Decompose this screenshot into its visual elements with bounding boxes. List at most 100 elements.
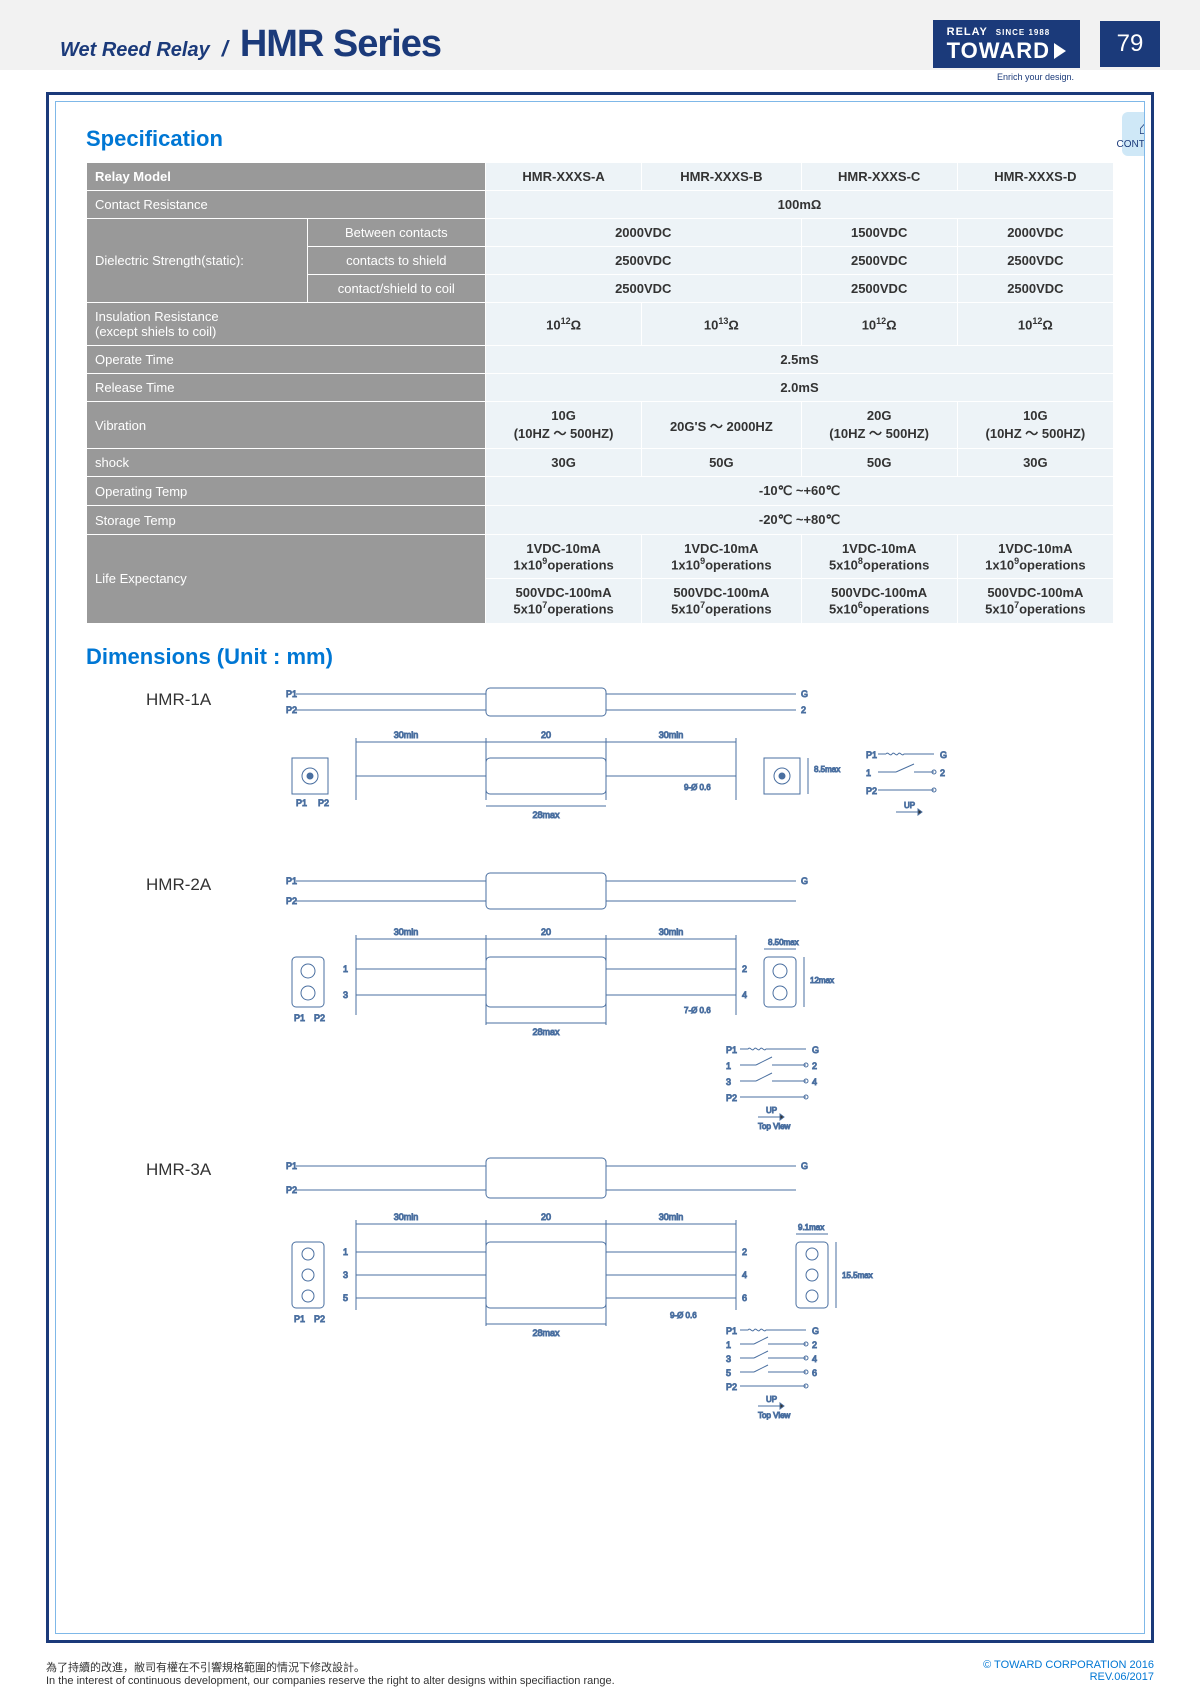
cell: -10℃ ~+60℃: [485, 477, 1113, 506]
hmr-1a-diagram-icon: P1P2 G2 30min 20 30min 28max 9-Ø 0.6 P1P…: [256, 680, 1036, 850]
svg-text:12max: 12max: [810, 976, 834, 985]
dim-figure-hmr-3a: P1P2 G 135 246 30min 20 30min 28max: [256, 1150, 1114, 1455]
svg-text:30min: 30min: [659, 927, 684, 937]
dimension-block: HMR-3A P1P2 G 135 246: [86, 1150, 1114, 1455]
footer-right: © TOWARD CORPORATION 2016 REV.06/2017: [983, 1659, 1154, 1687]
svg-text:G: G: [940, 750, 947, 760]
spec-title: Specification: [86, 126, 1114, 152]
svg-text:2: 2: [812, 1340, 817, 1350]
cell: 10G (10HZ ～ 500HZ): [957, 402, 1113, 449]
cell: 20G'S ～ 2000HZ: [642, 402, 801, 449]
col-header: HMR-XXXS-B: [642, 163, 801, 191]
svg-text:3: 3: [726, 1077, 731, 1087]
logo-arrow-icon: [1054, 43, 1066, 59]
row-sublabel: Between contacts: [307, 219, 485, 247]
svg-text:28max: 28max: [532, 1328, 560, 1338]
svg-text:Top View: Top View: [758, 1122, 791, 1131]
svg-text:9-Ø 0.6: 9-Ø 0.6: [684, 783, 711, 792]
svg-text:P1: P1: [286, 1161, 297, 1171]
svg-text:3: 3: [726, 1354, 731, 1364]
svg-text:30min: 30min: [394, 927, 419, 937]
hmr-3a-diagram-icon: P1P2 G 135 246 30min 20 30min 28max: [256, 1150, 1036, 1450]
table-row: Dielectric Strength(static): Between con…: [87, 219, 1114, 247]
svg-text:15.5max: 15.5max: [842, 1271, 873, 1280]
svg-text:G: G: [812, 1326, 819, 1336]
row-label: Operate Time: [87, 346, 486, 374]
svg-text:P1: P1: [726, 1045, 737, 1055]
table-row: Storage Temp-20℃ ~+80℃: [87, 506, 1114, 535]
table-row: Contact Resistance100mΩ: [87, 191, 1114, 219]
dimension-block: HMR-2A P1P2 G 13 24: [86, 865, 1114, 1140]
cell: 2500VDC: [485, 247, 801, 275]
cell: 2500VDC: [957, 275, 1113, 303]
cell: 500VDC-100mA5x107operations: [485, 579, 641, 623]
cell: 500VDC-100mA5x107operations: [642, 579, 801, 623]
cell: 1VDC-10mA5x108operations: [801, 535, 957, 579]
col-header: HMR-XXXS-C: [801, 163, 957, 191]
logo-top: RELAY: [947, 26, 988, 38]
svg-text:P2: P2: [726, 1093, 737, 1103]
row-label: Insulation Resistance (except shiels to …: [87, 303, 486, 346]
content-frame: CONTENTS Specification Relay Model HMR-X…: [46, 92, 1154, 1643]
content-inner: CONTENTS Specification Relay Model HMR-X…: [55, 101, 1145, 1634]
svg-text:20: 20: [541, 730, 551, 740]
logo-tagline: Enrich your design.: [997, 72, 1074, 82]
cell: 10G (10HZ ～ 500HZ): [485, 402, 641, 449]
svg-text:P1: P1: [726, 1326, 737, 1336]
page-footer: 為了持續的改進，敝司有權在不引響規格範圍的情況下修改設計。 In the int…: [46, 1659, 1154, 1687]
svg-text:Top View: Top View: [758, 1411, 791, 1420]
svg-text:1: 1: [866, 768, 871, 778]
dim-figure-hmr-1a: P1P2 G2 30min 20 30min 28max 9-Ø 0.6 P1P…: [256, 680, 1114, 855]
svg-text:20: 20: [541, 927, 551, 937]
contents-badge[interactable]: CONTENTS: [1122, 112, 1145, 156]
svg-text:P2: P2: [726, 1382, 737, 1392]
svg-text:4: 4: [742, 1270, 747, 1280]
svg-text:P1: P1: [866, 750, 877, 760]
cell: 2500VDC: [485, 275, 801, 303]
cell: 20G (10HZ ～ 500HZ): [801, 402, 957, 449]
svg-text:9.1max: 9.1max: [798, 1223, 824, 1232]
logo-block: RELAY SINCE 1988 TOWARD Enrich your desi…: [933, 20, 1160, 68]
cell: 500VDC-100mA5x107operations: [957, 579, 1113, 623]
svg-text:UP: UP: [766, 1106, 777, 1115]
footer-left: 為了持續的改進，敝司有權在不引響規格範圍的情況下修改設計。 In the int…: [46, 1659, 615, 1687]
table-row: Release Time2.0mS: [87, 374, 1114, 402]
dim-model-label: HMR-2A: [86, 865, 236, 895]
title-slash: /: [222, 36, 228, 62]
logo-main: TOWARD: [947, 38, 1050, 64]
cell: 1012Ω: [801, 303, 957, 346]
col-header: HMR-XXXS-A: [485, 163, 641, 191]
svg-text:P1: P1: [286, 689, 297, 699]
svg-text:P2: P2: [286, 896, 297, 906]
table-row: Vibration 10G (10HZ ～ 500HZ) 20G'S ～ 200…: [87, 402, 1114, 449]
cell: 2500VDC: [801, 275, 957, 303]
svg-text:30min: 30min: [659, 1212, 684, 1222]
cell: 2.5mS: [485, 346, 1113, 374]
svg-text:2: 2: [812, 1061, 817, 1071]
table-row: Operate Time2.5mS: [87, 346, 1114, 374]
svg-text:P1: P1: [296, 798, 307, 808]
svg-text:P2: P2: [286, 1185, 297, 1195]
svg-text:P1: P1: [286, 876, 297, 886]
row-label: Dielectric Strength(static):: [87, 219, 308, 303]
cell: -20℃ ~+80℃: [485, 506, 1113, 535]
dim-model-label: HMR-1A: [86, 680, 236, 710]
svg-text:6: 6: [742, 1293, 747, 1303]
svg-text:1: 1: [726, 1340, 731, 1350]
footer-en: In the interest of continuous developmen…: [46, 1675, 615, 1687]
svg-text:P1: P1: [294, 1314, 305, 1324]
table-row: Operating Temp-10℃ ~+60℃: [87, 477, 1114, 506]
col-header: Relay Model: [87, 163, 486, 191]
svg-text:2: 2: [801, 705, 806, 715]
svg-text:28max: 28max: [532, 810, 560, 820]
cell: 500VDC-100mA5x106operations: [801, 579, 957, 623]
row-label: Contact Resistance: [87, 191, 486, 219]
row-label: Vibration: [87, 402, 486, 449]
brand-logo: RELAY SINCE 1988 TOWARD Enrich your desi…: [933, 20, 1080, 68]
row-sublabel: contact/shield to coil: [307, 275, 485, 303]
svg-text:2: 2: [742, 1247, 747, 1257]
footer-copy: © TOWARD CORPORATION 2016: [983, 1659, 1154, 1671]
col-header: HMR-XXXS-D: [957, 163, 1113, 191]
cell: 1VDC-10mA1x109operations: [485, 535, 641, 579]
svg-text:P2: P2: [314, 1314, 325, 1324]
